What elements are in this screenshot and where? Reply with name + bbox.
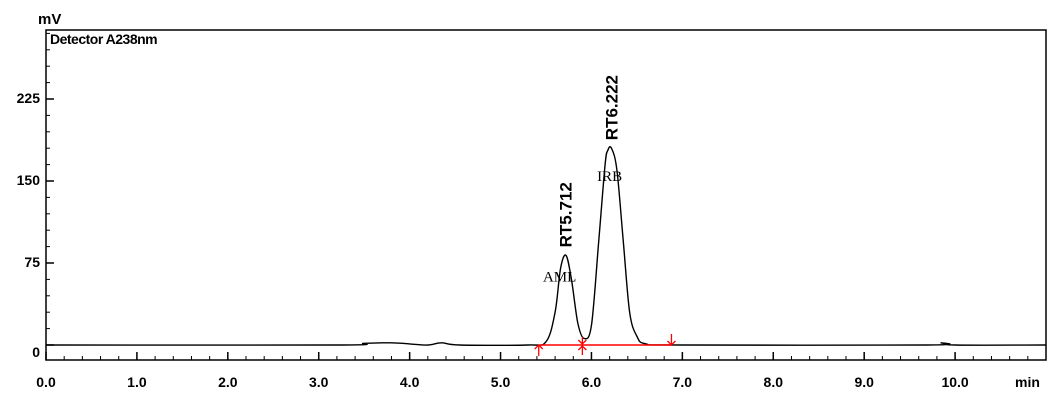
compound-label-irb: IRB — [597, 169, 622, 185]
trace-layer — [45, 146, 1047, 347]
x-tick-label: 0.0 — [36, 374, 56, 390]
baseline-marker-down — [666, 334, 676, 346]
x-tick-label: 9.0 — [854, 374, 874, 390]
x-axis: 0.0 1.0 2.0 3.0 4.0 5.0 6.0 7.0 8.0 9.0 10.0 — [36, 352, 1047, 390]
baseline-marker-cross — [577, 337, 587, 355]
x-tick-label: 8.0 — [764, 374, 784, 390]
peak-label-rt6-222: RT6.222 — [603, 75, 622, 140]
y-unit-label: mV — [38, 11, 61, 28]
y-tick-label: 150 — [17, 172, 41, 188]
y-tick-label: 0 — [32, 344, 40, 360]
x-tick-label: 10.0 — [941, 374, 968, 390]
baseline-layer — [534, 334, 676, 356]
plot-border — [45, 29, 1047, 361]
y-tick-label: 75 — [24, 254, 40, 270]
x-tick-label: 1.0 — [127, 374, 147, 390]
x-tick-label: 5.0 — [491, 374, 511, 390]
plot-frame — [45, 29, 1047, 361]
marker-arrowhead-down — [577, 339, 587, 345]
x-unit-label: min — [1015, 374, 1040, 390]
x-tick-label: 2.0 — [218, 374, 238, 390]
x-tick-label: 7.0 — [673, 374, 693, 390]
x-tick-label: 4.0 — [400, 374, 420, 390]
peak-label-rt5-712: RT5.712 — [556, 182, 575, 247]
y-tick-label: 225 — [17, 90, 41, 106]
baseline-marker-up — [534, 344, 544, 356]
annotation-layer: RT5.712 RT6.222 AML IRB — [543, 75, 622, 286]
marker-arrowhead-up — [577, 345, 587, 351]
x-tick-label: 6.0 — [582, 374, 602, 390]
marker-arrowhead — [534, 344, 544, 350]
x-tick-label: 3.0 — [309, 374, 329, 390]
chromatogram-trace — [45, 146, 1047, 347]
compound-label-aml: AML — [543, 270, 576, 286]
marker-arrowhead — [666, 340, 676, 346]
y-axis: 0 75 150 225 — [17, 32, 54, 360]
detector-label: Detector A238nm — [50, 31, 157, 47]
